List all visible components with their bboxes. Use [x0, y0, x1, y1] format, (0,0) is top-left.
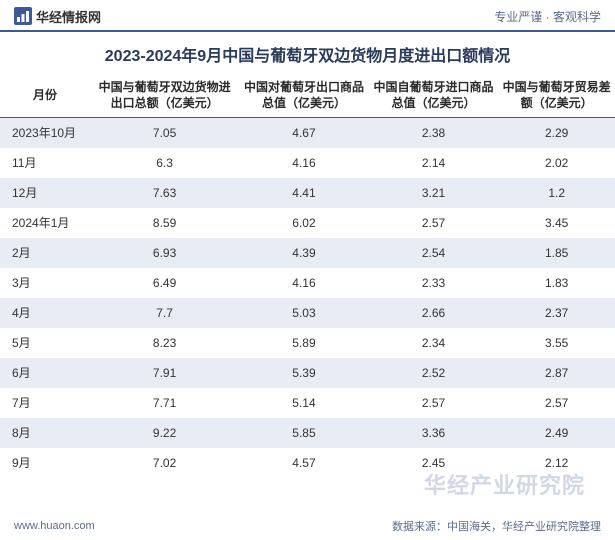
- page-footer: www.huaon.com 数据来源：中国海关，华经产业研究院整理: [0, 512, 615, 540]
- table-row: 2023年10月7.054.672.382.29: [0, 118, 615, 148]
- cell-value: 5.14: [239, 388, 369, 418]
- table-row: 2024年1月8.596.022.573.45: [0, 208, 615, 238]
- col-balance: 中国与葡萄牙贸易差额（亿美元）: [498, 74, 615, 118]
- cell-month: 2023年10月: [0, 118, 90, 148]
- cell-month: 8月: [0, 418, 90, 448]
- cell-value: 2.87: [498, 358, 615, 388]
- cell-value: 4.16: [239, 268, 369, 298]
- cell-month: 4月: [0, 298, 90, 328]
- cell-month: 3月: [0, 268, 90, 298]
- trade-table: 月份 中国与葡萄牙双边货物进出口总额（亿美元） 中国对葡萄牙出口商品总值（亿美元…: [0, 74, 615, 478]
- cell-value: 2.34: [369, 328, 499, 358]
- cell-value: 8.23: [90, 328, 239, 358]
- cell-value: 7.7: [90, 298, 239, 328]
- cell-month: 7月: [0, 388, 90, 418]
- cell-value: 2.57: [369, 388, 499, 418]
- table-row: 4月7.75.032.662.37: [0, 298, 615, 328]
- table-row: 5月8.235.892.343.55: [0, 328, 615, 358]
- cell-value: 2.33: [369, 268, 499, 298]
- cell-value: 2.49: [498, 418, 615, 448]
- cell-value: 5.39: [239, 358, 369, 388]
- cell-value: 7.05: [90, 118, 239, 148]
- cell-value: 1.85: [498, 238, 615, 268]
- cell-value: 7.91: [90, 358, 239, 388]
- col-total: 中国与葡萄牙双边货物进出口总额（亿美元）: [90, 74, 239, 118]
- cell-value: 2.54: [369, 238, 499, 268]
- cell-value: 7.63: [90, 178, 239, 208]
- table-row: 2月6.934.392.541.85: [0, 238, 615, 268]
- cell-value: 2.37: [498, 298, 615, 328]
- cell-value: 4.39: [239, 238, 369, 268]
- cell-value: 6.3: [90, 148, 239, 178]
- cell-value: 4.16: [239, 148, 369, 178]
- col-export: 中国对葡萄牙出口商品总值（亿美元）: [239, 74, 369, 118]
- cell-value: 4.57: [239, 448, 369, 478]
- cell-value: 4.67: [239, 118, 369, 148]
- cell-value: 3.45: [498, 208, 615, 238]
- cell-value: 6.93: [90, 238, 239, 268]
- cell-value: 5.03: [239, 298, 369, 328]
- table-row: 8月9.225.853.362.49: [0, 418, 615, 448]
- table-row: 3月6.494.162.331.83: [0, 268, 615, 298]
- cell-value: 2.02: [498, 148, 615, 178]
- cell-value: 6.49: [90, 268, 239, 298]
- brand-slogan: 专业严谨 · 客观科学: [494, 8, 601, 25]
- cell-value: 2.14: [369, 148, 499, 178]
- table-row: 6月7.915.392.522.87: [0, 358, 615, 388]
- cell-value: 2.38: [369, 118, 499, 148]
- cell-value: 1.2: [498, 178, 615, 208]
- cell-month: 6月: [0, 358, 90, 388]
- table-header-row: 月份 中国与葡萄牙双边货物进出口总额（亿美元） 中国对葡萄牙出口商品总值（亿美元…: [0, 74, 615, 118]
- cell-month: 11月: [0, 148, 90, 178]
- cell-value: 3.21: [369, 178, 499, 208]
- cell-value: 2.29: [498, 118, 615, 148]
- cell-month: 12月: [0, 178, 90, 208]
- cell-value: 5.85: [239, 418, 369, 448]
- table-row: 9月7.024.572.452.12: [0, 448, 615, 478]
- cell-month: 2月: [0, 238, 90, 268]
- table-row: 7月7.715.142.572.57: [0, 388, 615, 418]
- cell-value: 9.22: [90, 418, 239, 448]
- cell-value: 2.57: [369, 208, 499, 238]
- table-row: 12月7.634.413.211.2: [0, 178, 615, 208]
- col-import: 中国自葡萄牙进口商品总值（亿美元）: [369, 74, 499, 118]
- cell-month: 2024年1月: [0, 208, 90, 238]
- footer-url: www.huaon.com: [14, 520, 95, 532]
- cell-value: 2.66: [369, 298, 499, 328]
- cell-value: 2.57: [498, 388, 615, 418]
- cell-value: 1.83: [498, 268, 615, 298]
- cell-value: 4.41: [239, 178, 369, 208]
- cell-value: 8.59: [90, 208, 239, 238]
- chart-title: 2023-2024年9月中国与葡萄牙双边货物月度进出口额情况: [0, 32, 615, 74]
- cell-value: 2.45: [369, 448, 499, 478]
- brand: 华经情报网: [14, 7, 101, 26]
- cell-value: 5.89: [239, 328, 369, 358]
- cell-month: 5月: [0, 328, 90, 358]
- page-header: 华经情报网 专业严谨 · 客观科学: [0, 0, 615, 30]
- cell-month: 9月: [0, 448, 90, 478]
- cell-value: 3.36: [369, 418, 499, 448]
- cell-value: 7.71: [90, 388, 239, 418]
- brand-name: 华经情报网: [36, 7, 101, 26]
- cell-value: 2.12: [498, 448, 615, 478]
- table-row: 11月6.34.162.142.02: [0, 148, 615, 178]
- footer-source: 数据来源：中国海关，华经产业研究院整理: [392, 518, 601, 534]
- cell-value: 6.02: [239, 208, 369, 238]
- col-month: 月份: [0, 74, 90, 118]
- cell-value: 3.55: [498, 328, 615, 358]
- brand-logo-icon: [14, 7, 32, 25]
- cell-value: 2.52: [369, 358, 499, 388]
- cell-value: 7.02: [90, 448, 239, 478]
